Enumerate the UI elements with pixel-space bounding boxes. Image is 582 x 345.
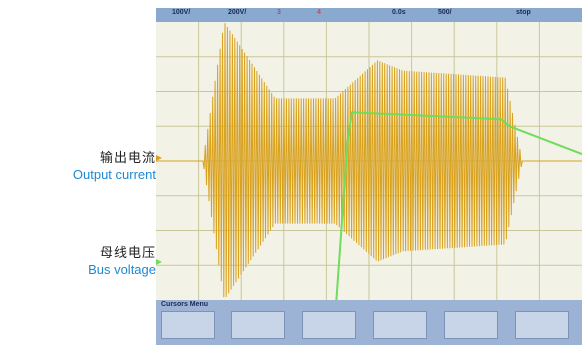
- cursors-menu-title: Cursors Menu: [161, 301, 209, 308]
- time-offset[interactable]: 0.0s: [392, 9, 406, 16]
- oscilloscope-screen: 100V/ 200V/ 3 4 0.0s 500/ stop Cursors M…: [156, 8, 582, 345]
- softkey-6[interactable]: [515, 311, 569, 339]
- ch1-ground-marker: [156, 155, 162, 161]
- softkey-3[interactable]: [302, 311, 356, 339]
- output-current-label: 输出电流 Output current: [0, 151, 156, 183]
- bus-voltage-label-en: Bus voltage: [88, 262, 156, 277]
- softkey-2[interactable]: [231, 311, 285, 339]
- softkey-4[interactable]: [373, 311, 427, 339]
- timebase[interactable]: 500/: [438, 9, 452, 16]
- ch2-ground-marker: [156, 259, 162, 265]
- ch3-indicator[interactable]: 3: [277, 9, 281, 16]
- traces: [156, 23, 582, 300]
- ch4-indicator[interactable]: 4: [317, 9, 321, 16]
- waveform-plot: [156, 22, 582, 300]
- bus-voltage-trace: [335, 111, 582, 300]
- run-mode[interactable]: stop: [516, 9, 531, 16]
- ch1-scale[interactable]: 100V/: [172, 9, 191, 16]
- output-current-label-zh: 输出电流: [99, 151, 156, 166]
- bus-voltage-label-zh: 母线电压: [99, 246, 156, 261]
- output-current-label-en: Output current: [72, 167, 156, 182]
- bus-voltage-label: 母线电压 Bus voltage: [0, 246, 156, 278]
- status-bar: 100V/ 200V/ 3 4 0.0s 500/ stop: [156, 8, 582, 22]
- softkey-1[interactable]: [161, 311, 215, 339]
- cursors-menu: Cursors Menu: [156, 300, 582, 345]
- softkey-5[interactable]: [444, 311, 498, 339]
- output-current-trace: [156, 23, 582, 298]
- ch2-scale[interactable]: 200V/: [228, 9, 247, 16]
